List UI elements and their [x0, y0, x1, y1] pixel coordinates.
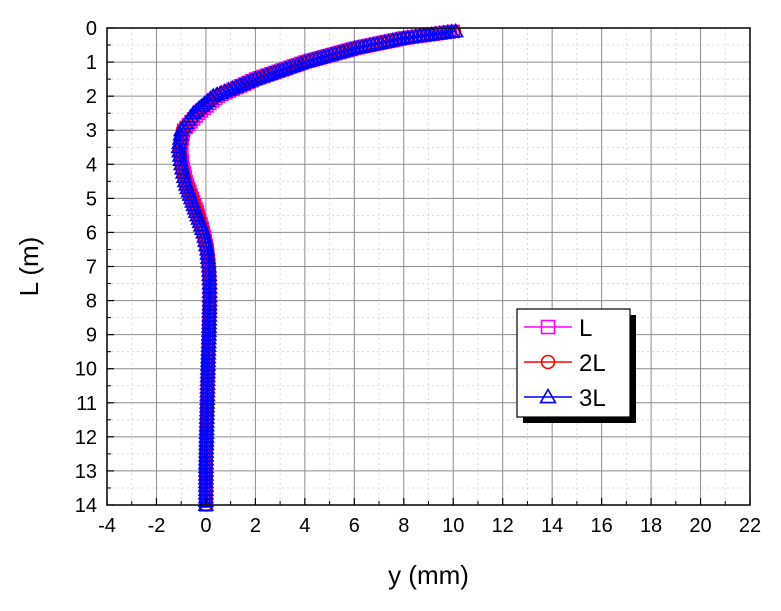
data-point-3L	[307, 50, 325, 65]
data-point-3L	[198, 240, 216, 256]
x-tick-label: 2	[250, 515, 261, 537]
data-point-3L	[296, 53, 314, 69]
legend-label-2L: 2L	[579, 350, 606, 377]
y-tick-label: 0	[86, 18, 97, 40]
x-tick-label: -4	[98, 515, 116, 537]
y-tick-label: 9	[86, 325, 97, 347]
data-point-3L	[199, 245, 216, 260]
x-tick-label: 14	[541, 515, 563, 537]
data-point-3L	[239, 73, 257, 89]
data-point-3L	[330, 44, 348, 59]
tick-labels: -4 -2 0 2 4 6 8 10 12 14 16 18 20 2201234567891011121…	[75, 18, 761, 537]
y-axis-title: L (m)	[14, 237, 44, 297]
data-point-3L	[171, 134, 188, 149]
data-point-3L	[197, 492, 215, 508]
ticks	[106, 27, 751, 506]
data-point-3L	[273, 61, 291, 76]
x-tick-label: 6	[349, 515, 360, 537]
data-point-3L	[200, 257, 218, 273]
data-point-3L	[202, 90, 219, 105]
y-tick-label: 8	[86, 291, 97, 313]
y-tick-label: 10	[75, 359, 97, 381]
legend: L 2L 3L	[516, 308, 636, 423]
data-point-3L	[288, 56, 306, 71]
legend-label-3L: 3L	[579, 385, 606, 412]
x-tick-label: 0	[200, 515, 211, 537]
data-point-3L	[190, 99, 208, 115]
data-point-3L	[235, 75, 253, 90]
y-tick-label: 4	[86, 154, 97, 176]
data-point-3L	[319, 47, 336, 62]
x-tick-label: 22	[739, 515, 761, 537]
data-point-3L	[193, 97, 211, 112]
x-axis-title: y (mm)	[388, 560, 469, 590]
y-tick-label: 11	[76, 393, 97, 415]
data-point-3L	[199, 249, 217, 264]
data-point-3L	[327, 45, 344, 60]
x-tick-label: 8	[398, 515, 409, 537]
x-tick-label: 4	[299, 515, 310, 537]
data-point-3L	[188, 102, 205, 117]
data-point-3L	[342, 40, 359, 56]
data-point-3L	[281, 58, 298, 74]
y-tick-label: 14	[75, 495, 97, 517]
data-point-3L	[220, 81, 237, 96]
y-tick-label: 12	[75, 427, 97, 449]
data-point-3L	[212, 84, 230, 100]
y-tick-label: 7	[86, 257, 97, 279]
y-tick-label: 13	[75, 461, 97, 483]
x-tick-label: -2	[148, 515, 166, 537]
y-tick-label: 3	[86, 120, 97, 142]
x-tick-label: 10	[442, 515, 464, 537]
data-point-3L	[205, 87, 222, 103]
data-point-3L	[262, 65, 279, 80]
legend-items: L 2L 3L	[524, 315, 606, 412]
data-point-3L	[292, 54, 310, 70]
data-point-3L	[277, 60, 295, 75]
data-point-3L	[196, 94, 214, 110]
x-tick-label: 12	[492, 515, 514, 537]
series-layer	[170, 22, 464, 512]
legend-box	[516, 308, 631, 418]
data-point-3L	[216, 82, 234, 98]
legend-marker-3L	[539, 387, 557, 404]
data-point-3L	[323, 46, 340, 61]
data-point-3L	[199, 92, 216, 107]
data-point-3L	[304, 51, 321, 66]
data-point-3L	[346, 39, 363, 55]
series-3L	[170, 22, 464, 511]
data-point-3L	[334, 43, 352, 58]
data-point-3L	[300, 52, 317, 67]
x-tick-label: 20	[689, 515, 711, 537]
legend-label-L: L	[579, 315, 592, 342]
data-point-3L	[254, 67, 272, 83]
data-point-3L	[224, 79, 241, 95]
x-tick-label: 18	[640, 515, 662, 537]
data-point-3L	[338, 42, 355, 57]
data-point-3L	[200, 253, 217, 269]
data-point-3L	[311, 49, 329, 64]
y-tick-label: 2	[86, 86, 97, 108]
y-tick-label: 1	[86, 52, 97, 74]
data-point-3L	[231, 76, 249, 92]
data-point-3L	[250, 69, 268, 84]
y-tick-label: 5	[86, 188, 97, 210]
data-point-3L	[285, 57, 302, 72]
data-point-3L	[243, 72, 260, 87]
data-point-3L	[258, 66, 276, 82]
data-point-3L	[266, 64, 283, 79]
y-tick-label: 6	[86, 222, 97, 244]
data-point-3L	[247, 70, 264, 86]
legend-marker-L	[540, 319, 556, 335]
data-point-3L	[227, 78, 245, 93]
data-point-3L	[208, 86, 226, 101]
data-point-3L	[269, 62, 287, 78]
x-tick-label: 16	[590, 515, 612, 537]
legend-marker-2L	[540, 354, 556, 370]
data-point-3L	[197, 496, 215, 511]
data-point-3L	[315, 48, 333, 63]
data-point-3L	[200, 262, 218, 277]
